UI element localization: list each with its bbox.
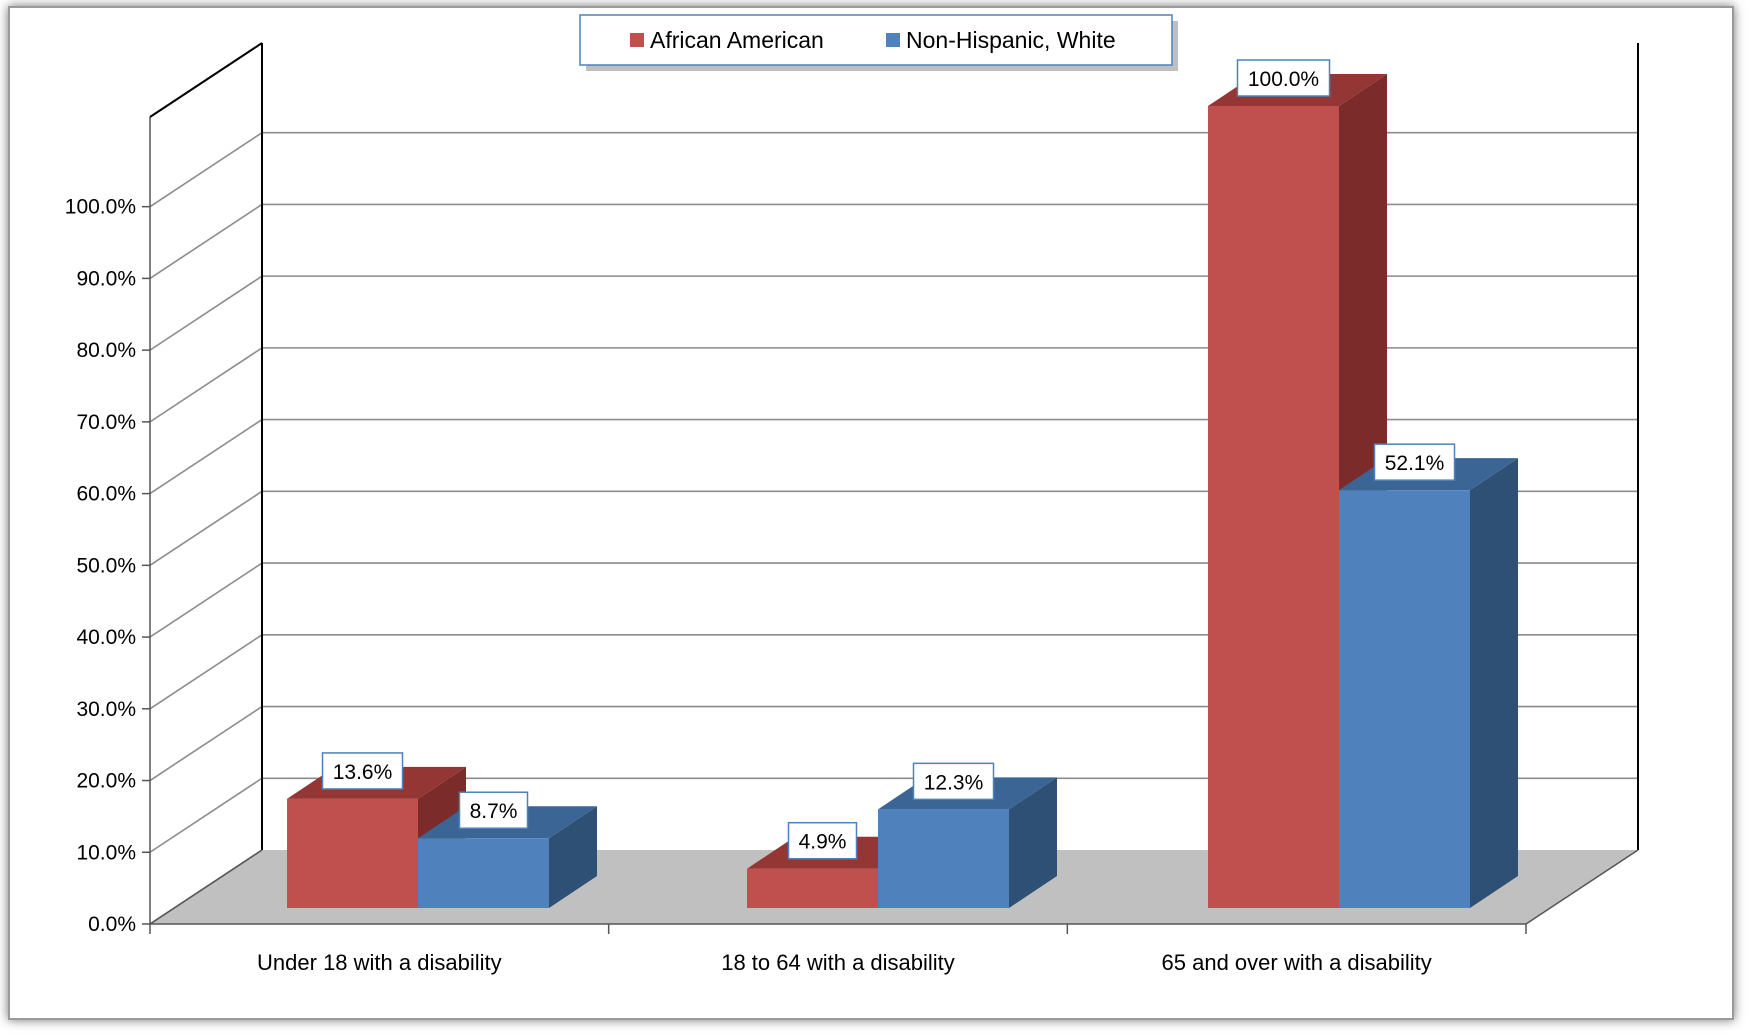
- bar-side: [1009, 777, 1057, 908]
- bar: [287, 798, 418, 908]
- data-label-box: [321, 752, 404, 790]
- side-gridline: [149, 131, 263, 208]
- floor-left-edge: [149, 849, 263, 925]
- legend-label: Non-Hispanic, White: [906, 27, 1116, 53]
- legend: [579, 14, 1173, 66]
- bar: [747, 868, 878, 908]
- bar: [1208, 106, 1339, 908]
- y-tick-label: 10.0%: [76, 841, 136, 864]
- data-label-box: [912, 762, 995, 801]
- data-label: 8.7%: [470, 800, 518, 823]
- y-tick-label: 30.0%: [76, 698, 136, 721]
- data-label: 12.3%: [924, 771, 984, 794]
- x-category-label: 18 to 64 with a disability: [721, 950, 955, 975]
- bar-side: [549, 806, 597, 908]
- bar-side: [1470, 458, 1518, 908]
- data-label-box: [1236, 59, 1331, 97]
- bar-chart: 0.0% 10.0% 20.0% 30.0% 40.0% 50.0% 60.0% 70.0% 8…: [65, 14, 1639, 975]
- data-label-box: [787, 821, 858, 860]
- side-gridline: [149, 203, 263, 280]
- data-label: 4.9%: [799, 831, 847, 854]
- side-gridline: [149, 490, 263, 567]
- side-gridline: [149, 562, 263, 638]
- side-gridline: [149, 777, 263, 853]
- bar: [878, 809, 1009, 908]
- y-tick-label: 0.0%: [88, 913, 136, 936]
- y-tick-label: 100.0%: [65, 196, 136, 219]
- y-tick-label: 50.0%: [76, 554, 136, 577]
- data-label: 52.1%: [1385, 452, 1445, 475]
- y-tick-label: 20.0%: [76, 770, 136, 793]
- data-label: 100.0%: [1248, 68, 1319, 91]
- bar: [1339, 490, 1470, 908]
- x-category-label: Under 18 with a disability: [257, 950, 502, 975]
- data-label: 13.6%: [333, 761, 393, 784]
- y-tick-label: 80.0%: [76, 339, 136, 362]
- legend-swatch: [630, 33, 644, 47]
- legend-label: African American: [650, 27, 824, 53]
- side-wall-top-edge: [149, 42, 263, 118]
- y-tick-label: 90.0%: [76, 267, 136, 290]
- y-tick-label: 60.0%: [76, 483, 136, 506]
- legend-swatch: [886, 33, 900, 47]
- chart-frame: 0.0% 10.0% 20.0% 30.0% 40.0% 50.0% 60.0% 70.0% 8…: [8, 6, 1734, 1020]
- data-label-box: [1373, 443, 1456, 481]
- side-gridline: [149, 275, 263, 351]
- y-tick-label: 40.0%: [76, 626, 136, 649]
- floor-right-edge: [1525, 849, 1639, 925]
- side-gridline: [149, 347, 263, 423]
- y-tick-label: 70.0%: [76, 411, 136, 434]
- side-gridline: [149, 705, 263, 782]
- side-gridline: [149, 418, 263, 495]
- x-category-label: 65 and over with a disability: [1162, 950, 1432, 975]
- side-gridline: [149, 634, 263, 710]
- data-label-box: [458, 791, 529, 829]
- bar: [418, 838, 549, 908]
